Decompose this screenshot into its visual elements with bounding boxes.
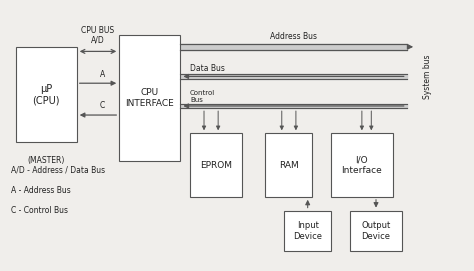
Text: A/D - Address / Data Bus: A/D - Address / Data Bus (11, 165, 105, 174)
Text: Control
Bus: Control Bus (190, 89, 215, 102)
Text: A: A (100, 70, 105, 79)
FancyBboxPatch shape (284, 211, 331, 251)
Text: System bus: System bus (423, 54, 432, 99)
Text: EPROM: EPROM (200, 160, 232, 170)
Text: A - Address Bus: A - Address Bus (11, 186, 71, 195)
Text: I/O
Interface: I/O Interface (341, 155, 382, 175)
Text: CPU BUS: CPU BUS (82, 27, 115, 36)
FancyBboxPatch shape (265, 133, 312, 197)
Text: C: C (100, 102, 105, 111)
Text: A/D: A/D (91, 36, 105, 44)
Text: Address Bus: Address Bus (270, 32, 317, 41)
Text: RAM: RAM (279, 160, 299, 170)
Text: Data Bus: Data Bus (190, 64, 225, 73)
FancyBboxPatch shape (190, 133, 242, 197)
FancyBboxPatch shape (16, 47, 77, 142)
Text: Input
Device: Input Device (293, 221, 322, 241)
Text: Output
Device: Output Device (361, 221, 391, 241)
FancyBboxPatch shape (119, 36, 181, 160)
FancyBboxPatch shape (350, 211, 402, 251)
Text: μP
(CPU): μP (CPU) (32, 84, 60, 105)
FancyBboxPatch shape (331, 133, 392, 197)
Text: C - Control Bus: C - Control Bus (11, 206, 68, 215)
Text: CPU
INTERFACE: CPU INTERFACE (126, 88, 174, 108)
Text: (MASTER): (MASTER) (27, 156, 65, 165)
